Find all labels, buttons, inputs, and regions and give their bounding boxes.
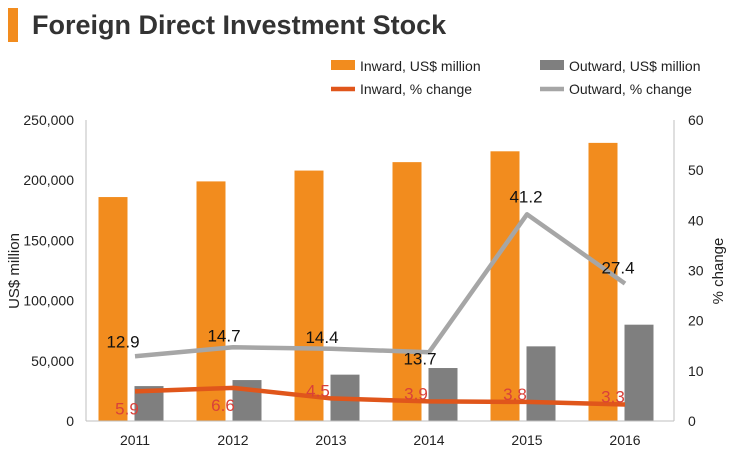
right-tick-label: 60 — [688, 112, 704, 128]
outward-change-label: 41.2 — [509, 187, 542, 206]
right-tick-label: 0 — [688, 413, 696, 429]
header: Foreign Direct Investment Stock — [0, 0, 750, 52]
right-tick-label: 20 — [688, 313, 704, 329]
y2-axis-title: % change — [710, 238, 727, 305]
legend-inward-bar-label: Inward, US$ million — [360, 58, 481, 74]
outward-change-label: 13.7 — [403, 349, 436, 368]
inward-change-label: 3.3 — [601, 387, 625, 406]
legend-outward-bar-label: Outward, US$ million — [569, 58, 701, 74]
x-tick-label: 2012 — [217, 432, 248, 448]
inward-bar-2015 — [490, 151, 520, 421]
right-tick-label: 50 — [688, 162, 704, 178]
x-tick-label: 2016 — [609, 432, 640, 448]
outward-change-label: 27.4 — [601, 259, 634, 278]
outward-change-label: 14.7 — [207, 326, 240, 345]
legend-outward-bar-swatch — [540, 60, 564, 70]
title-accent-bar — [8, 8, 18, 42]
inward-bar-2016 — [588, 142, 618, 421]
left-tick-label: 0 — [66, 413, 74, 429]
inward-change-label: 3.9 — [404, 384, 428, 403]
outward-change-label: 12.9 — [106, 332, 139, 351]
x-tick-label: 2011 — [120, 432, 150, 448]
x-tick-label: 2015 — [511, 432, 542, 448]
left-tick-label: 50,000 — [31, 353, 74, 369]
right-tick-label: 30 — [688, 263, 704, 279]
left-tick-label: 100,000 — [23, 293, 74, 309]
legend-inward-line-label: Inward, % change — [360, 81, 472, 97]
legend-outward-line-label: Outward, % change — [569, 81, 692, 97]
outward-bar-2015 — [526, 346, 556, 421]
outward-change-line — [134, 212, 627, 359]
right-tick-label: 40 — [688, 212, 704, 228]
inward-bar-2013 — [294, 170, 324, 421]
left-tick-label: 250,000 — [23, 112, 74, 128]
inward-bar-2014 — [392, 162, 422, 421]
inward-bar-2012 — [196, 181, 226, 421]
inward-change-label: 6.6 — [211, 396, 235, 415]
inward-change-label: 5.9 — [115, 399, 139, 418]
outward-bar-2014 — [428, 368, 458, 421]
inward-bar-2011 — [98, 197, 128, 421]
outward-change-label: 14.4 — [305, 328, 338, 347]
inward-change-label: 3.8 — [503, 385, 527, 404]
left-tick-label: 200,000 — [23, 172, 74, 188]
inward-change-label: 4.5 — [306, 381, 330, 400]
inward-change-line — [134, 385, 626, 407]
right-tick-label: 10 — [688, 363, 704, 379]
y-axis-title: US$ million — [6, 233, 23, 309]
legend-inward-bar-swatch — [331, 60, 355, 70]
x-tick-label: 2013 — [315, 432, 346, 448]
x-tick-label: 2014 — [413, 432, 444, 448]
outward-bar-2016 — [624, 324, 654, 421]
left-tick-label: 150,000 — [23, 232, 74, 248]
page-title: Foreign Direct Investment Stock — [32, 10, 447, 40]
